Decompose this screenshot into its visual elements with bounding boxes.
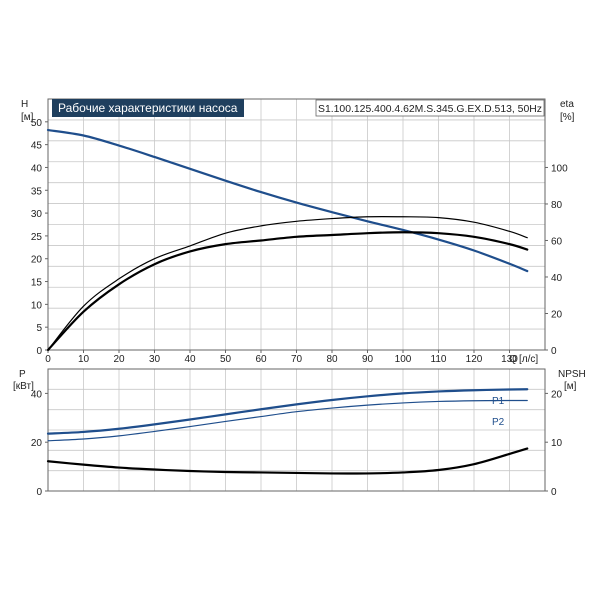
q-tick-label: 20 bbox=[113, 354, 125, 365]
q-tick-label: 80 bbox=[326, 354, 338, 365]
q-axis-label: Q bbox=[509, 354, 517, 365]
eta-axis-label: eta bbox=[560, 99, 574, 110]
q-tick-label: 130 bbox=[501, 354, 518, 365]
h-tick-label: 20 bbox=[31, 255, 43, 266]
p-tick-label: 40 bbox=[31, 389, 43, 400]
q-tick-label: 100 bbox=[395, 354, 412, 365]
top-tick-labels: 0 10 20 30 40 50 60 70 80 90 100 110 120 130 0 5 10 15 20 2… bbox=[31, 118, 568, 365]
eta-tick-label: 100 bbox=[551, 163, 568, 174]
npsh-axis-label: NPSH bbox=[558, 369, 586, 380]
eta-axis-unit: [%] bbox=[560, 112, 575, 123]
eta-tick-label: 60 bbox=[551, 236, 563, 247]
h-axis-label: H bbox=[21, 99, 28, 110]
q-tick-label: 90 bbox=[362, 354, 374, 365]
npsh-curve-line bbox=[46, 447, 529, 475]
bottom-frame bbox=[47, 368, 546, 492]
bottom-panel: P [кВт] NPSH [м] 0 20 40 0 10 20 P1 P2 bbox=[13, 368, 586, 498]
q-tick-label: 50 bbox=[220, 354, 232, 365]
p-axis-unit: [кВт] bbox=[13, 381, 34, 392]
h-tick-label: 30 bbox=[31, 209, 43, 220]
h-tick-label: 35 bbox=[31, 186, 43, 197]
h-tick-label: 10 bbox=[31, 300, 43, 311]
h-tick-label: 25 bbox=[31, 232, 43, 243]
model-background bbox=[315, 99, 545, 117]
h-tick-label: 5 bbox=[36, 323, 42, 334]
title-background bbox=[52, 99, 244, 117]
bottom-grid bbox=[48, 369, 545, 491]
npsh-axis-unit: [м] bbox=[564, 381, 577, 392]
q-tick-label: 120 bbox=[466, 354, 483, 365]
model-label: S1.100.125.400.4.62M.S.345.G.EX.D.513, 5… bbox=[318, 104, 542, 115]
q-axis-title: Q [л/с] bbox=[509, 354, 538, 365]
chart-title: Рабочие характеристики насоса bbox=[58, 101, 238, 115]
top-series bbox=[46, 128, 529, 352]
title-box: Рабочие характеристики насоса bbox=[52, 99, 244, 117]
power-p2-line bbox=[47, 399, 528, 442]
p-axis-label: P bbox=[19, 369, 26, 380]
q-tick-label: 70 bbox=[291, 354, 303, 365]
efficiency-curve-thin-line bbox=[47, 215, 528, 351]
axis-head-p: P [кВт] bbox=[13, 369, 34, 392]
model-box: S1.100.125.400.4.62M.S.345.G.EX.D.513, 5… bbox=[315, 99, 545, 117]
bottom-series bbox=[46, 388, 529, 475]
q-tick-label: 40 bbox=[184, 354, 196, 365]
top-grid bbox=[48, 99, 545, 350]
h-tick-label: 40 bbox=[31, 163, 43, 174]
h-tick-label: 50 bbox=[31, 118, 43, 129]
head-curve-line bbox=[46, 128, 529, 273]
eta-tick-label: 40 bbox=[551, 273, 563, 284]
bottom-tick-labels: 0 20 40 0 10 20 bbox=[31, 389, 563, 498]
q-tick-label: 60 bbox=[255, 354, 267, 365]
h-tick-label: 15 bbox=[31, 278, 43, 289]
eta-tick-label: 0 bbox=[551, 346, 557, 357]
eta-tick-label: 20 bbox=[551, 309, 563, 320]
q-tick-label: 30 bbox=[149, 354, 161, 365]
axis-head-npsh: NPSH [м] bbox=[558, 369, 586, 392]
h-tick-label: 0 bbox=[36, 346, 42, 357]
npsh-tick-label: 0 bbox=[551, 487, 557, 498]
p-tick-label: 20 bbox=[31, 438, 43, 449]
power-p1-line bbox=[46, 388, 529, 435]
npsh-tick-label: 10 bbox=[551, 438, 563, 449]
q-axis-unit: [л/с] bbox=[519, 354, 538, 365]
series-label-p2: P2 bbox=[492, 417, 505, 428]
q-tick-label: 110 bbox=[431, 354, 447, 365]
npsh-tick-label: 20 bbox=[551, 389, 563, 400]
q-tick-label: 10 bbox=[78, 354, 90, 365]
axis-head-eta: eta [%] bbox=[560, 99, 575, 123]
p-tick-label: 0 bbox=[36, 487, 42, 498]
q-tick-label: 0 bbox=[45, 354, 51, 365]
h-tick-label: 45 bbox=[31, 141, 43, 152]
eta-tick-label: 80 bbox=[551, 200, 563, 211]
series-label-p1: P1 bbox=[492, 396, 505, 407]
top-panel: Рабочие характеристики насоса S1.100.125… bbox=[21, 98, 575, 365]
axis-head-h: H [м] bbox=[21, 99, 34, 123]
h-axis-unit: [м] bbox=[21, 112, 34, 123]
efficiency-curve-thick-line bbox=[46, 231, 529, 352]
